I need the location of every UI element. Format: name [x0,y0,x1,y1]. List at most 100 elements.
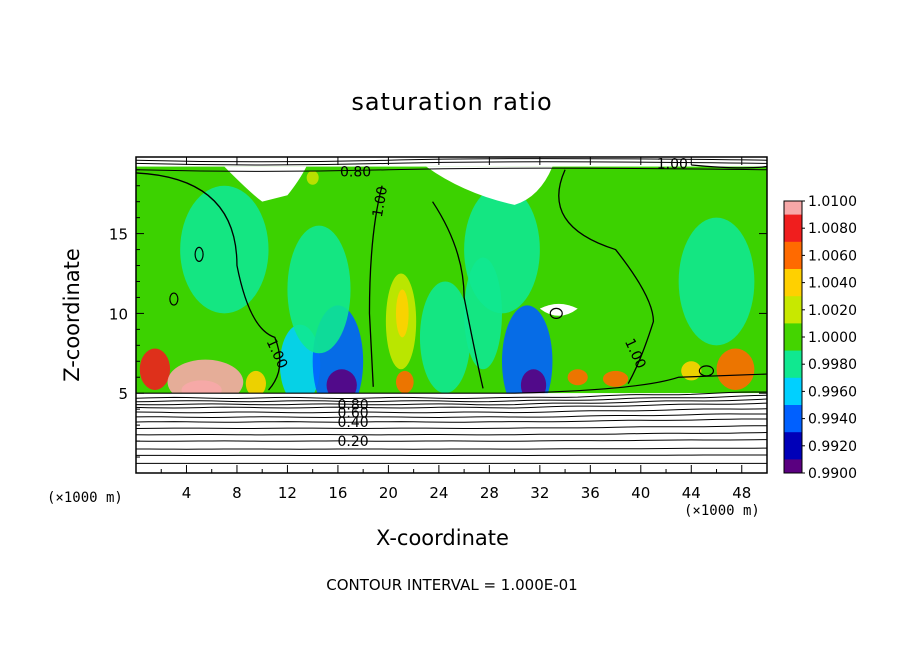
colorbar-label: 0.9920 [808,439,857,455]
colorbar: 1.0100 1.0080 1.0060 1.0040 1.0020 1.0000 0.99… [783,194,857,482]
colorbar-label: 0.9980 [808,357,857,373]
x-tick-label: 20 [379,484,398,502]
colorbar-swatch [784,405,802,413]
contour-line [136,391,767,399]
colorbar-swatch [784,235,802,243]
colorbar-label: 0.9960 [808,384,857,400]
colorbar-label: 1.0000 [808,330,857,346]
colorbar-swatch [784,371,802,379]
colorbar-swatch [784,214,802,222]
y-axis: 5 10 15 [109,169,767,458]
contour-line [136,447,767,450]
colorbar-swatch [784,296,802,304]
colorbar-swatch [784,275,802,284]
colorbar-swatch [784,207,802,216]
saturation-field [136,157,767,473]
x-axis-label: X-coordinate [376,526,509,550]
field-region [419,281,471,394]
contour-line [368,185,383,387]
dry-patch [224,166,307,202]
field-region [464,185,540,314]
field-region [716,348,755,391]
chart-title: saturation ratio [351,88,553,116]
colorbar-label: 1.0060 [808,248,857,264]
contour-interval-note: CONTOUR INTERVAL = 1.000E-01 [326,576,578,594]
colorbar-swatch [784,459,802,467]
colorbar-swatch [784,343,802,352]
field-region [139,348,171,391]
contour-line [136,439,767,442]
x-tick-label: 16 [328,484,347,502]
colorbar-swatch [784,432,802,440]
x-unit-label-right: (×1000 m) [684,503,760,519]
field-region [180,185,269,314]
colorbar-swatch [784,439,802,447]
colorbar-label: 1.0080 [808,221,857,237]
field-region [681,361,702,381]
x-tick-label: 40 [631,484,650,502]
colorbar-label: 0.9940 [808,412,857,428]
contour-line [194,246,204,262]
colorbar-swatch [784,364,802,372]
contour-line [136,432,767,436]
colorbar-swatch [784,255,802,263]
contour-line [136,418,767,423]
field-region [602,370,629,387]
x-tick-label: 36 [581,484,600,502]
x-axis: 4 8 12 16 20 24 28 32 36 40 44 48 [160,157,751,502]
colorbar-swatch [784,384,802,392]
colorbar-swatch [784,316,802,324]
colorbar-swatch [784,391,802,399]
contour-label: 0.60 [337,405,368,421]
colorbar-swatch [784,309,802,318]
colorbar-swatch [784,282,802,290]
colorbar-swatch [784,418,802,426]
contour-line [136,158,767,163]
plot-frame [135,156,768,474]
colorbar-swatch [784,248,802,256]
field-region [678,217,755,346]
y-tick-label: 15 [109,226,128,244]
colorbar-swatch [784,201,802,209]
colorbar-swatch [784,303,802,311]
contour-label: 0.80 [337,397,368,413]
colorbar-swatch [784,398,802,406]
colorbar-swatch [784,411,802,420]
contour-line [136,172,281,391]
field-region [306,170,319,185]
field-region [567,369,588,386]
colorbar-swatch [784,262,802,270]
contour-line [136,394,767,403]
contour-line [136,398,767,406]
colorbar-swatch [784,269,802,277]
colorbar-swatch [784,425,802,433]
y-tick-label: 5 [118,385,128,403]
y-axis-label: Z-coordinate [60,248,84,382]
contour-line [136,454,767,457]
colorbar-label: 0.9900 [808,466,857,482]
colorbar-swatch [784,289,802,297]
contour-line [136,425,767,429]
colorbar-swatch [784,377,802,386]
colorbar-swatch [784,337,802,345]
y-tick-label: 10 [109,305,128,323]
dry-patch [539,303,578,316]
contour-line [169,292,179,306]
contour-labels: 0.80 1.001.001.00 1.000.800.600.400.20 [263,156,688,450]
field-region [395,289,409,338]
contour-lines [136,158,767,464]
x-tick-label: 8 [232,484,242,502]
field-region [287,225,351,354]
field-region [395,370,414,394]
contour-line [698,365,715,377]
contour-line [136,373,767,394]
x-tick-label: 44 [682,484,701,502]
contour-line [136,167,767,172]
x-tick-label: 48 [732,484,751,502]
x-unit-label-left: (×1000 m) [47,490,123,506]
colorbar-swatch [784,330,802,338]
contour-label: 0.80 [340,164,371,180]
colorbar-swatch [784,350,802,358]
contour-label: 1.00 [370,185,391,218]
x-tick-label: 32 [530,484,549,502]
